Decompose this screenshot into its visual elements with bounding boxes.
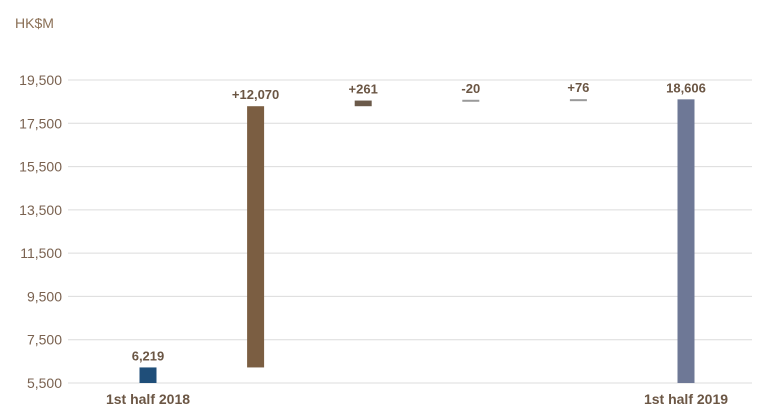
data-label: +12,070 [232, 87, 279, 102]
y-tick-label: 13,500 [19, 202, 62, 218]
bar [139, 367, 157, 383]
y-tick-label: 19,500 [19, 72, 62, 88]
data-label: -20 [461, 81, 480, 96]
y-tick-label: 15,500 [19, 159, 62, 175]
bar [462, 99, 480, 102]
bar [247, 106, 265, 368]
gridlines [68, 79, 752, 384]
y-tick-label: 9,500 [27, 288, 62, 304]
x-tick-label: 1st half 2019 [644, 391, 728, 407]
y-tick-label: 11,500 [20, 245, 62, 261]
bar [354, 100, 372, 107]
data-label: 18,606 [666, 80, 706, 95]
data-label: 6,219 [132, 348, 165, 363]
data-labels: 6,219 +12,070 +261 -20 +76 18,606 [132, 80, 706, 363]
data-label: +76 [567, 80, 589, 95]
y-axis-ticks: 19,500 17,500 15,500 13,500 11,500 9,500 7,500… [19, 72, 62, 391]
unit-label: HK$M [15, 15, 54, 31]
y-tick-label: 7,500 [27, 332, 62, 348]
bar [569, 99, 587, 102]
bar [677, 99, 695, 383]
x-tick-label: 1st half 2018 [106, 391, 190, 407]
data-label: +261 [349, 82, 378, 97]
y-tick-label: 17,500 [19, 115, 62, 131]
bars [139, 99, 695, 383]
y-tick-label: 5,500 [27, 375, 62, 391]
x-axis-labels: 1st half 2018 1st half 2019 [106, 391, 728, 407]
